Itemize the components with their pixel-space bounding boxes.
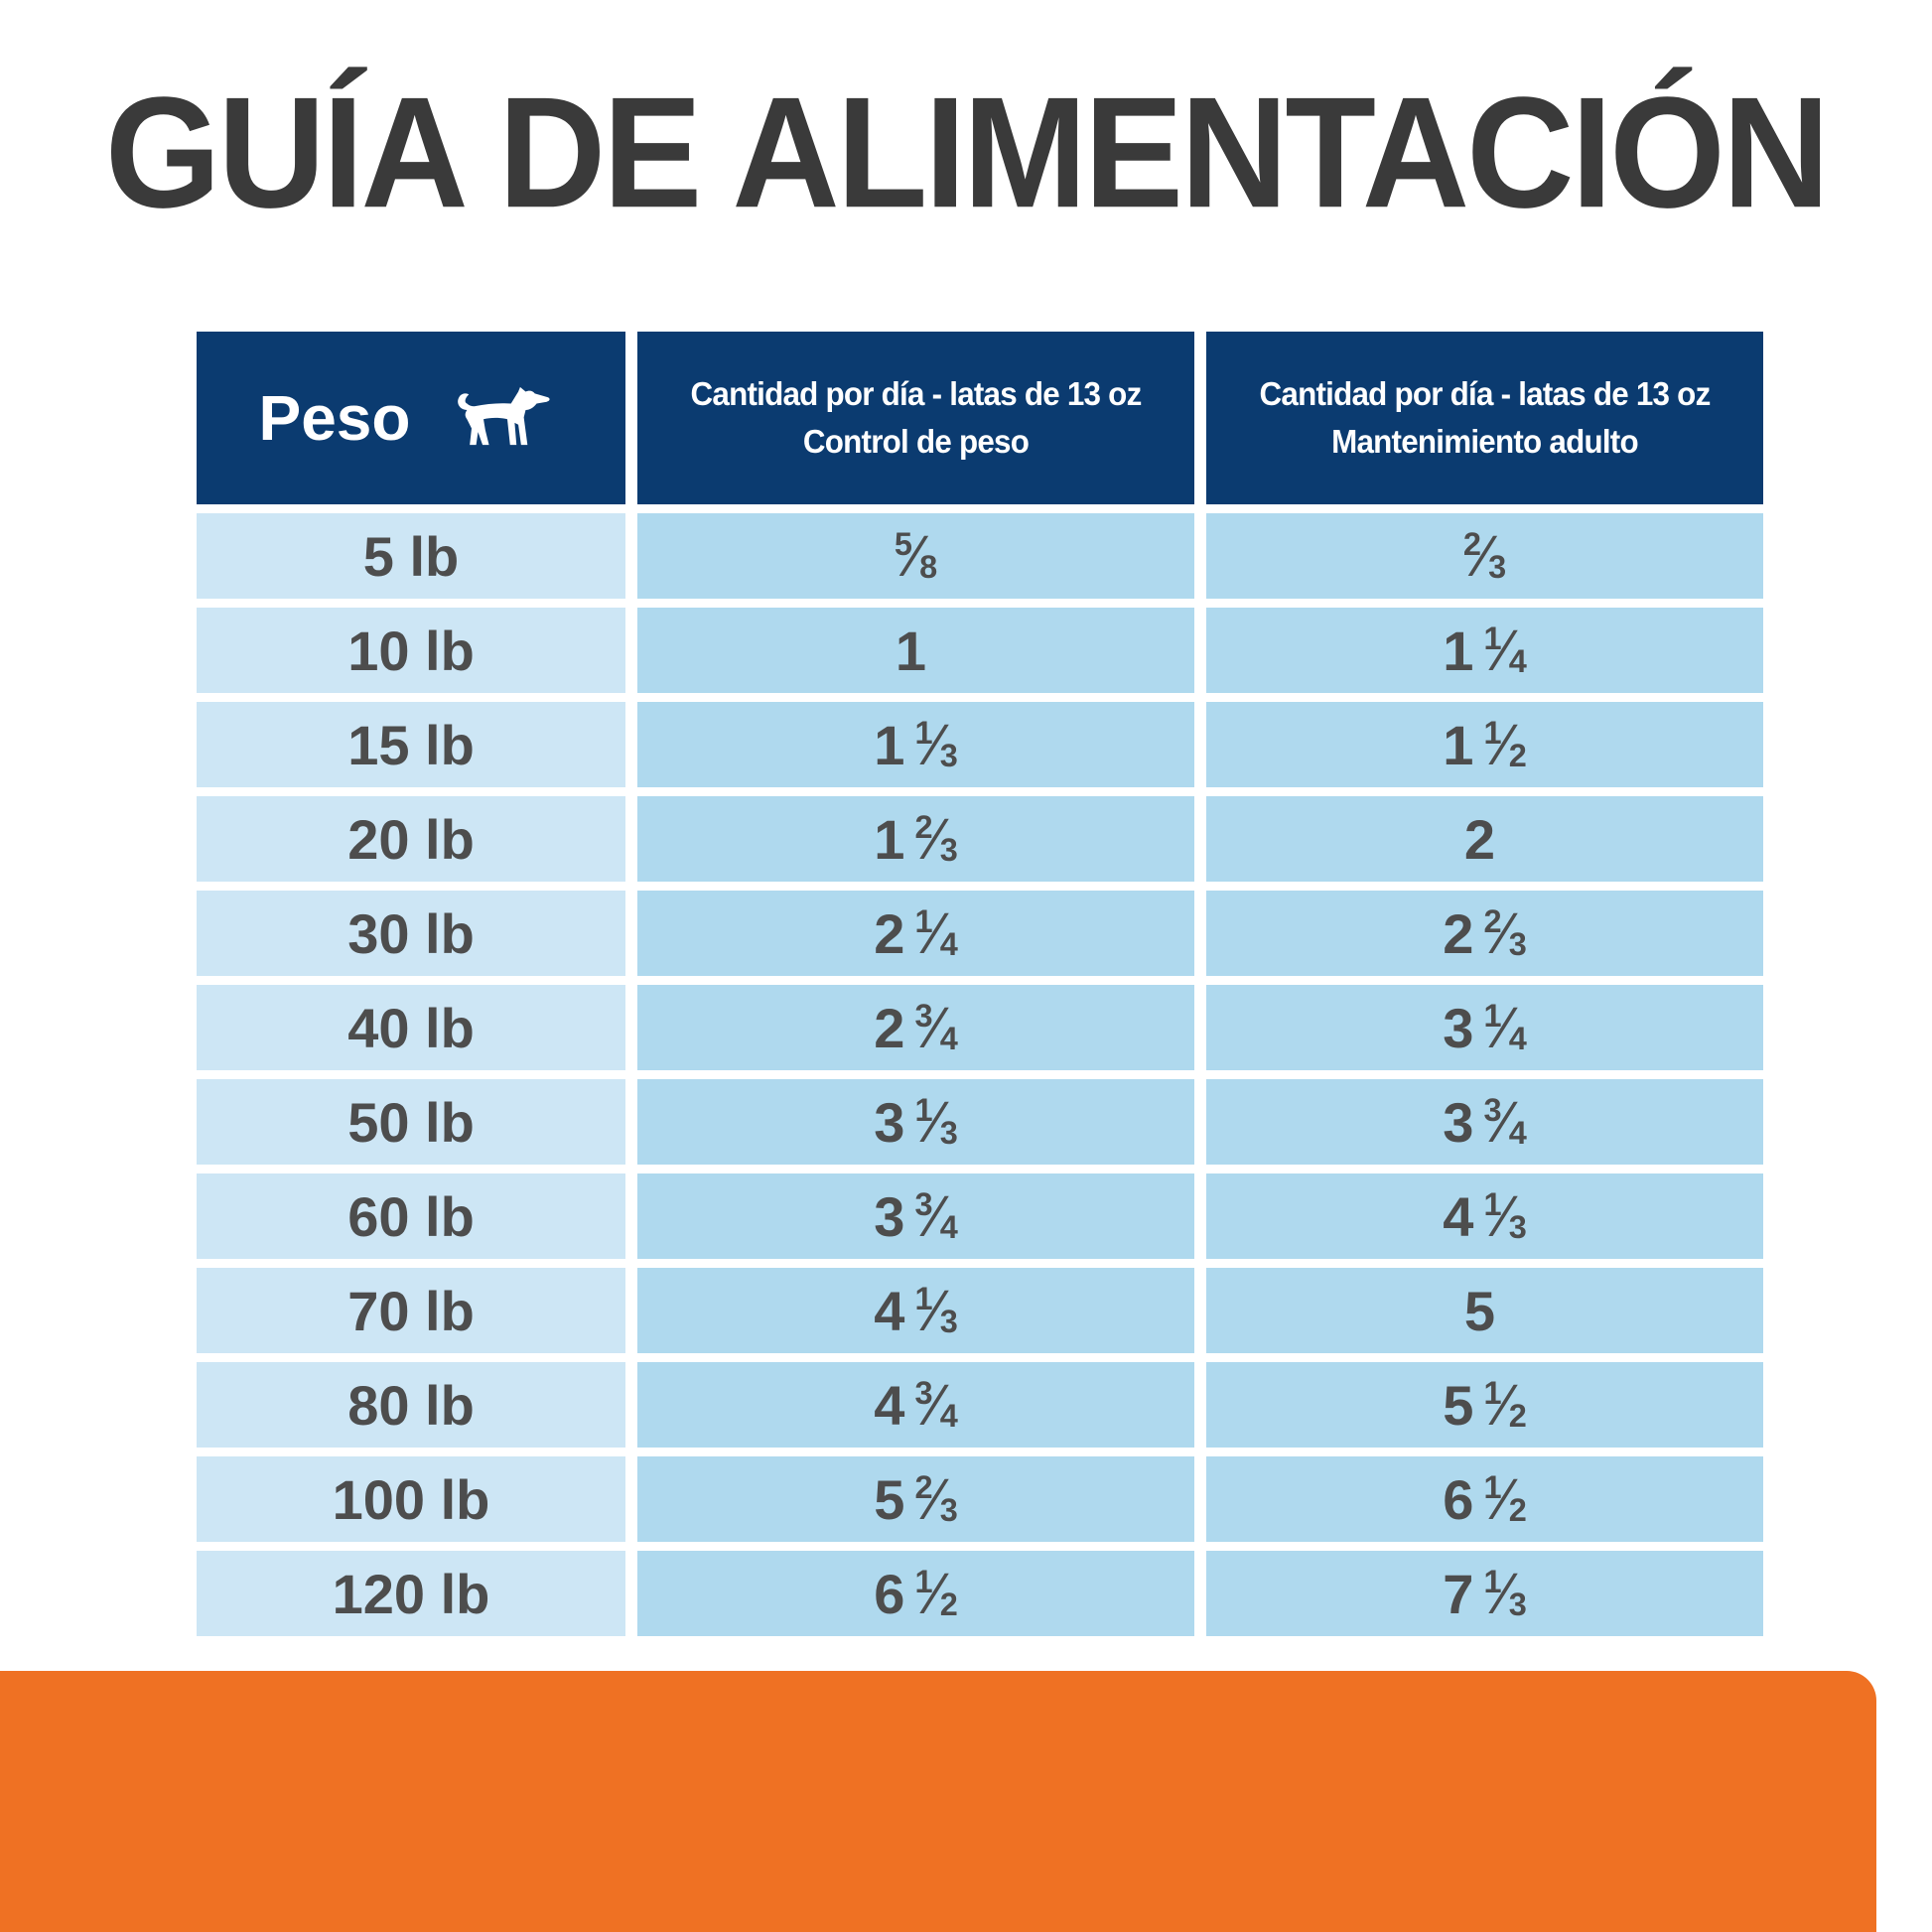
maintenance-amount-cell: 1 1⁄2 [1206, 702, 1763, 787]
control-amount-cell: 3 3⁄4 [637, 1173, 1194, 1259]
whole-number: 1 [895, 619, 927, 682]
whole-number: 4 [874, 1373, 905, 1437]
control-amount-cell: 1 2⁄3 [637, 796, 1194, 882]
weight-cell: 50 lb [197, 1079, 625, 1165]
weight-cell: 20 lb [197, 796, 625, 882]
whole-number: 3 [1443, 1090, 1474, 1154]
control-amount-cell: 4 1⁄3 [637, 1268, 1194, 1353]
fraction: 3⁄4 [914, 995, 958, 1060]
whole-number: 3 [874, 1184, 905, 1248]
fraction: 1⁄3 [914, 1089, 958, 1155]
fraction: 1⁄3 [1483, 1183, 1527, 1249]
weight-cell: 60 lb [197, 1173, 625, 1259]
whole-number: 6 [1443, 1467, 1474, 1531]
whole-number: 5 [1463, 1279, 1496, 1342]
maintenance-amount-cell: 2 [1206, 796, 1763, 882]
weight-header-label: Peso [258, 382, 411, 454]
fraction: 1⁄2 [1483, 1372, 1527, 1438]
weight-cell: 30 lb [197, 891, 625, 976]
maintenance-amount-cell: 2 2⁄3 [1206, 891, 1763, 976]
bottom-orange-band [0, 1671, 1876, 1932]
whole-number: 2 [1443, 901, 1474, 965]
control-header-line2: Control de peso [802, 423, 1030, 460]
fraction: 2⁄3 [1462, 523, 1507, 589]
maintenance-amount-cell: 3 3⁄4 [1206, 1079, 1763, 1165]
control-header-cell: Cantidad por día - latas de 13 oz Contro… [637, 332, 1194, 504]
weight-cell: 120 lb [197, 1551, 625, 1636]
whole-number: 1 [874, 807, 905, 871]
whole-number: 5 [874, 1467, 905, 1531]
maintenance-header-lines: Cantidad por día - latas de 13 oz Manten… [1206, 370, 1763, 466]
whole-number: 2 [874, 996, 905, 1059]
whole-number: 1 [874, 713, 905, 776]
whole-number: 1 [1443, 713, 1474, 776]
control-amount-cell: 6 1⁄2 [637, 1551, 1194, 1636]
whole-number: 2 [874, 901, 905, 965]
fraction: 1⁄4 [914, 900, 958, 966]
maintenance-amount-cell: 5 [1206, 1268, 1763, 1353]
whole-number: 2 [1463, 807, 1496, 871]
fraction: 1⁄2 [1483, 1466, 1527, 1532]
fraction: 2⁄3 [914, 806, 958, 872]
whole-number: 6 [874, 1562, 905, 1625]
fraction: 3⁄4 [1483, 1089, 1527, 1155]
maintenance-amount-cell: 1 1⁄4 [1206, 608, 1763, 693]
control-header-line1: Cantidad por día - latas de 13 oz [690, 375, 1143, 413]
control-amount-cell: 5⁄8 [637, 513, 1194, 599]
weight-cell: 100 lb [197, 1456, 625, 1542]
fraction: 1⁄2 [1483, 712, 1527, 777]
fraction: 1⁄3 [914, 712, 958, 777]
maintenance-header-cell: Cantidad por día - latas de 13 oz Manten… [1206, 332, 1763, 504]
page-title: GUÍA DE ALIMENTACIÓN [104, 64, 1830, 241]
weight-cell: 40 lb [197, 985, 625, 1070]
control-amount-cell: 5 2⁄3 [637, 1456, 1194, 1542]
control-header-lines: Cantidad por día - latas de 13 oz Contro… [637, 370, 1194, 466]
feeding-table: Peso Cantidad por día - latas de 13 oz C… [197, 332, 1763, 1636]
whole-number: 5 [1443, 1373, 1474, 1437]
weight-cell: 70 lb [197, 1268, 625, 1353]
control-amount-cell: 1 [637, 608, 1194, 693]
maintenance-amount-cell: 3 1⁄4 [1206, 985, 1763, 1070]
dog-icon [458, 386, 551, 446]
control-amount-cell: 1 1⁄3 [637, 702, 1194, 787]
fraction: 1⁄3 [1483, 1561, 1527, 1626]
whole-number: 1 [1443, 619, 1474, 682]
whole-number: 4 [1443, 1184, 1474, 1248]
fraction: 3⁄4 [914, 1372, 958, 1438]
fraction: 5⁄8 [894, 523, 938, 589]
weight-cell: 5 lb [197, 513, 625, 599]
fraction: 1⁄4 [1483, 618, 1527, 683]
control-amount-cell: 3 1⁄3 [637, 1079, 1194, 1165]
whole-number: 3 [1443, 996, 1474, 1059]
control-amount-cell: 2 3⁄4 [637, 985, 1194, 1070]
maintenance-amount-cell: 6 1⁄2 [1206, 1456, 1763, 1542]
control-amount-cell: 2 1⁄4 [637, 891, 1194, 976]
maintenance-header-line1: Cantidad por día - latas de 13 oz [1259, 375, 1712, 413]
weight-cell: 80 lb [197, 1362, 625, 1448]
whole-number: 3 [874, 1090, 905, 1154]
fraction: 1⁄2 [914, 1561, 958, 1626]
fraction: 1⁄3 [914, 1278, 958, 1343]
maintenance-amount-cell: 7 1⁄3 [1206, 1551, 1763, 1636]
fraction: 1⁄4 [1483, 995, 1527, 1060]
weight-header-cell: Peso [197, 332, 625, 504]
control-amount-cell: 4 3⁄4 [637, 1362, 1194, 1448]
maintenance-amount-cell: 4 1⁄3 [1206, 1173, 1763, 1259]
maintenance-amount-cell: 2⁄3 [1206, 513, 1763, 599]
weight-cell: 10 lb [197, 608, 625, 693]
whole-number: 4 [874, 1279, 905, 1342]
whole-number: 7 [1443, 1562, 1474, 1625]
maintenance-header-line2: Mantenimiento adulto [1331, 423, 1639, 460]
fraction: 3⁄4 [914, 1183, 958, 1249]
maintenance-amount-cell: 5 1⁄2 [1206, 1362, 1763, 1448]
weight-cell: 15 lb [197, 702, 625, 787]
fraction: 2⁄3 [914, 1466, 958, 1532]
fraction: 2⁄3 [1483, 900, 1527, 966]
